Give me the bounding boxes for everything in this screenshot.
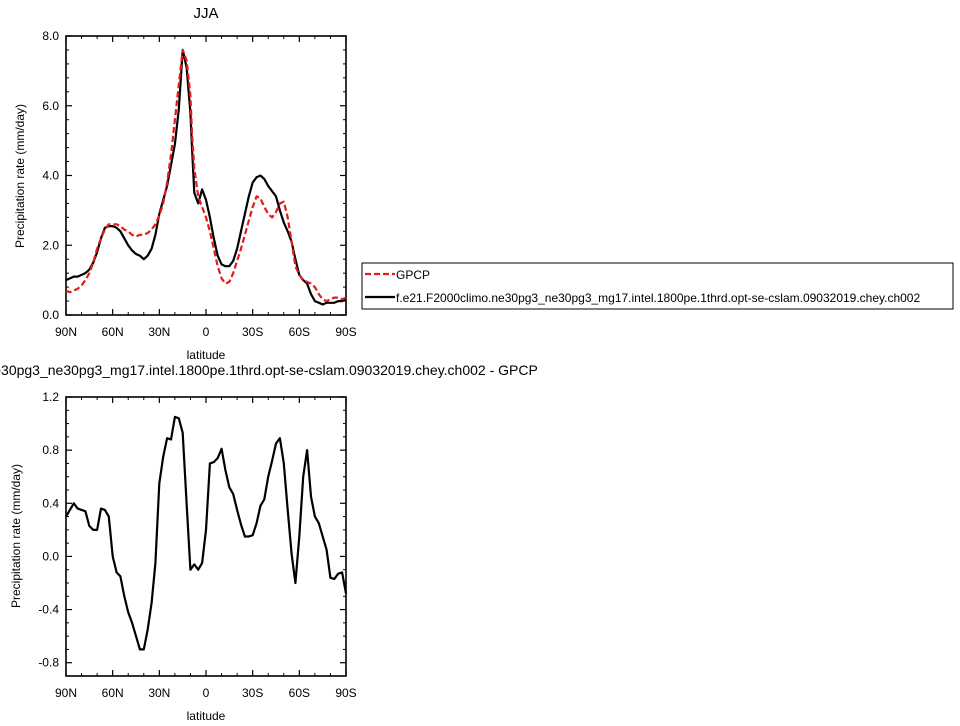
bottom-chart-title: f.e21.F2000climo.ne30pg3_ne30pg3_mg17.in… (0, 362, 538, 378)
bottom-x-tick-label: 60S (289, 686, 310, 700)
legend-label-model: f.e21.F2000climo.ne30pg3_ne30pg3_mg17.in… (396, 291, 920, 305)
bottom-y-tick-label: 0.8 (42, 443, 59, 457)
bottom-y-tick-label: -0.8 (38, 656, 59, 670)
top-series-line-1 (65, 48, 347, 306)
top-x-tick-label: 60N (102, 325, 124, 339)
bottom-x-tick-label: 30S (242, 686, 263, 700)
legend-box (361, 262, 954, 310)
bottom-series-line-0 (65, 415, 348, 651)
top-y-tick-label: 2.0 (42, 238, 59, 252)
top-x-tick-label: 0 (203, 325, 210, 339)
bottom-x-tick-label: 90N (55, 686, 77, 700)
top-plot-area: 90N 60N 30N 0 30S 60S 90S 0.0 2.0 4.0 6.0 8.0 (42, 29, 356, 339)
top-x-axis-label: latitude (187, 348, 226, 362)
top-y-tick-label: 8.0 (42, 29, 59, 43)
top-x-tick-label: 90S (335, 325, 356, 339)
top-x-tick-label: 60S (289, 325, 310, 339)
top-x-tick-label: 90N (55, 325, 77, 339)
bottom-y-tick-label: 1.2 (42, 390, 59, 404)
bottom-x-tick-label: 0 (203, 686, 210, 700)
top-series-line-0 (65, 48, 347, 303)
top-y-tick-label: 4.0 (42, 169, 59, 183)
bottom-y-tick-label: 0.0 (42, 549, 59, 563)
bottom-x-tick-label: 90S (335, 686, 356, 700)
bottom-panel: f.e21.F2000climo.ne30pg3_ne30pg3_mg17.in… (0, 362, 538, 723)
top-y-axis-label: Precipitation rate (mm/day) (13, 104, 27, 248)
bottom-y-axis-label: Precipitation rate (mm/day) (9, 464, 23, 608)
top-x-tick-label: 30N (148, 325, 170, 339)
top-plot-frame (65, 35, 347, 316)
bottom-x-tick-label: 30N (148, 686, 170, 700)
top-y-tick-label: 0.0 (42, 308, 59, 322)
top-panel: JJA 90N 60N 30N 0 30S 60S 90S 0.0 2.0 4.0 6.0 8.0 l… (13, 5, 357, 362)
bottom-plot-area: 90N 60N 30N 0 30S 60S 90S -0.8 -0.4 0.0 0.4 0.8 1.2 (38, 390, 356, 700)
bottom-x-tick-label: 60N (102, 686, 124, 700)
bottom-y-tick-label: -0.4 (38, 603, 59, 617)
bottom-y-tick-label: 0.4 (42, 496, 59, 510)
bottom-x-axis-label: latitude (187, 709, 226, 723)
legend: GPCP f.e21.F2000climo.ne30pg3_ne30pg3_mg… (361, 262, 954, 310)
top-y-tick-label: 6.0 (42, 99, 59, 113)
top-x-tick-label: 30S (242, 325, 263, 339)
legend-label-gpcp: GPCP (396, 268, 430, 282)
top-chart-title: JJA (193, 5, 218, 22)
